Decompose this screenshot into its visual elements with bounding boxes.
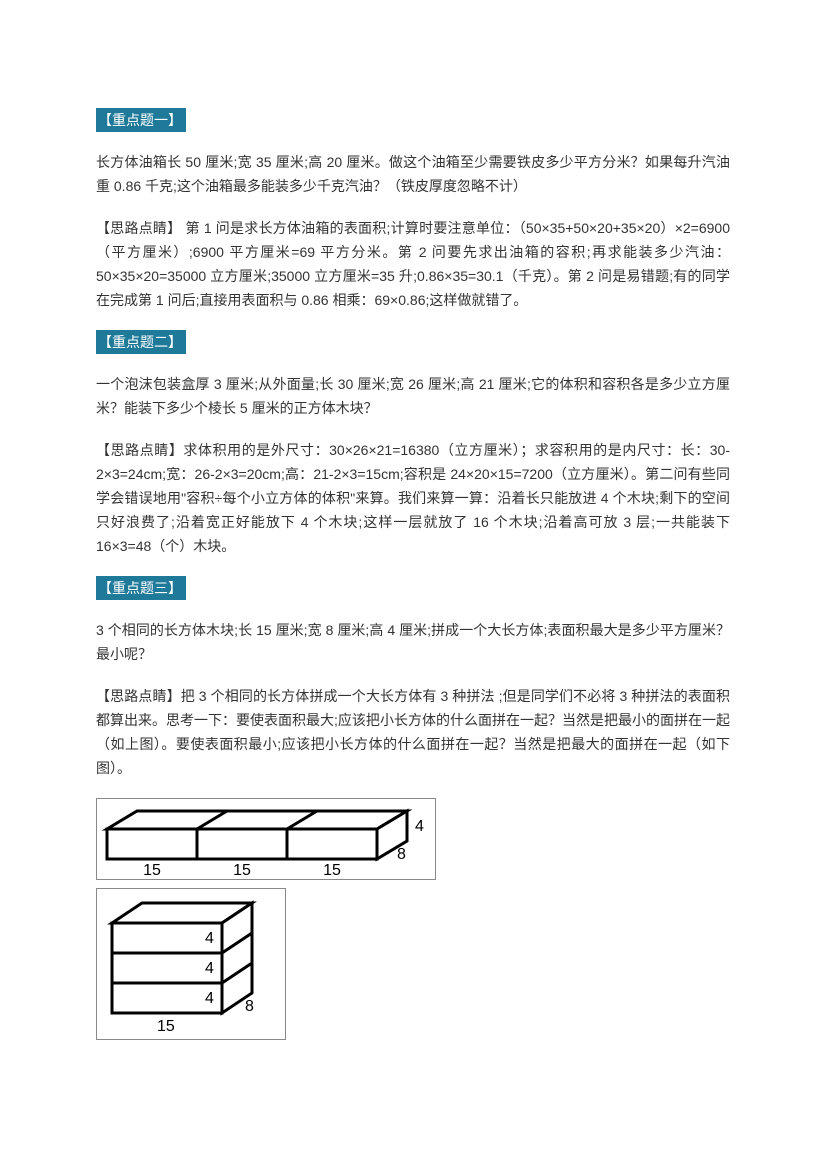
section-1-badge: 【重点题一】 bbox=[96, 108, 186, 132]
section-1-question: 长方体油箱长 50 厘米;宽 35 厘米;高 20 厘米。做这个油箱至少需要铁皮… bbox=[96, 150, 730, 198]
fig1-label-15b: 15 bbox=[233, 862, 251, 879]
section-2-question: 一个泡沫包装盒厚 3 厘米;从外面量;长 30 厘米;宽 26 厘米;高 21 … bbox=[96, 372, 730, 420]
section-1: 【重点题一】 长方体油箱长 50 厘米;宽 35 厘米;高 20 厘米。做这个油… bbox=[96, 108, 730, 312]
section-2-badge: 【重点题二】 bbox=[96, 330, 186, 354]
fig2-label-4c: 4 bbox=[205, 990, 214, 1007]
figure-2-drawing: 4 4 4 8 15 bbox=[112, 903, 254, 1035]
section-3: 【重点题三】 3 个相同的长方体木块;长 15 厘米;宽 8 厘米;高 4 厘米… bbox=[96, 576, 730, 780]
fig2-label-15: 15 bbox=[157, 1018, 175, 1035]
fig1-label-4: 4 bbox=[415, 818, 424, 835]
fig1-label-15c: 15 bbox=[323, 862, 341, 879]
fig2-label-8: 8 bbox=[245, 998, 254, 1015]
section-2-answer: 【思路点睛】求体积用的是外尺寸：30×26×21=16380（立方厘米）；求容积… bbox=[96, 438, 730, 558]
section-3-badge: 【重点题三】 bbox=[96, 576, 186, 600]
section-3-answer: 【思路点睛】把 3 个相同的长方体拼成一个大长方体有 3 种拼法 ;但是同学们不… bbox=[96, 684, 730, 780]
section-2: 【重点题二】 一个泡沫包装盒厚 3 厘米;从外面量;长 30 厘米;宽 26 厘… bbox=[96, 330, 730, 558]
figure-1-drawing: 15 15 15 4 8 bbox=[107, 811, 424, 879]
fig1-label-8: 8 bbox=[397, 846, 406, 863]
section-1-answer: 【思路点睛】 第 1 问是求长方体油箱的表面积;计算时要注意单位：（50×35+… bbox=[96, 216, 730, 312]
figure-1: 15 15 15 4 8 bbox=[96, 798, 436, 880]
section-3-question: 3 个相同的长方体木块;长 15 厘米;宽 8 厘米;高 4 厘米;拼成一个大长… bbox=[96, 618, 730, 666]
figures: 15 15 15 4 8 bbox=[96, 798, 730, 1040]
fig1-label-15a: 15 bbox=[143, 862, 161, 879]
fig2-label-4a: 4 bbox=[205, 930, 214, 947]
figure-2: 4 4 4 8 15 bbox=[96, 888, 286, 1040]
fig2-label-4b: 4 bbox=[205, 960, 214, 977]
